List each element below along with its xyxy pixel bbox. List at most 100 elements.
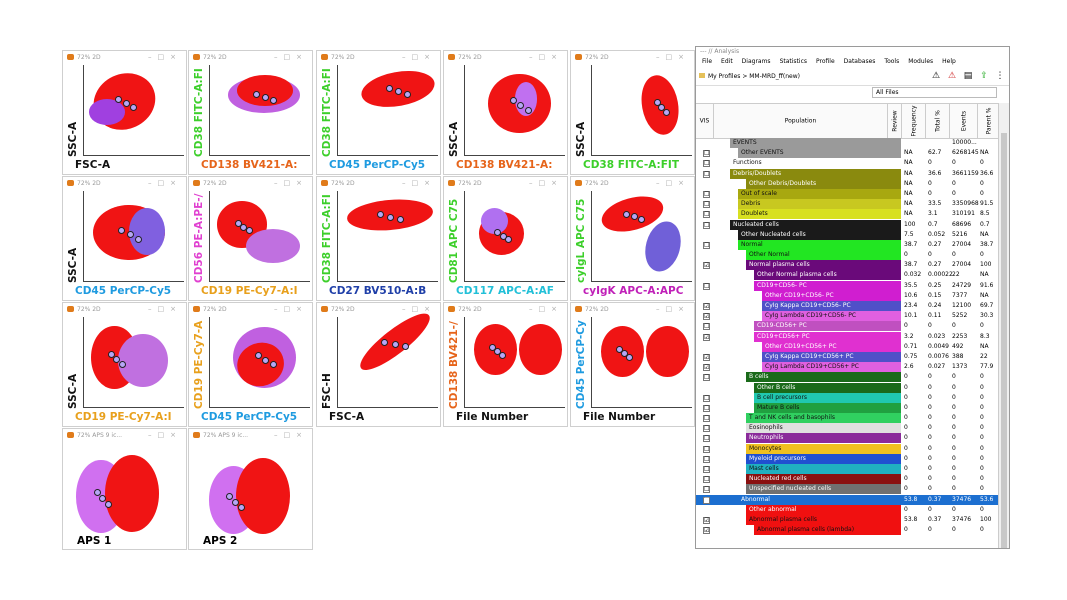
visibility-checkbox[interactable]: ☐ — [703, 201, 710, 209]
review-cell[interactable] — [888, 301, 901, 311]
menu-item[interactable]: File — [702, 58, 713, 65]
population-name[interactable]: Abnormal plasma cells — [746, 514, 888, 525]
visibility-checkbox[interactable]: ☐ — [703, 466, 710, 473]
plot-panel[interactable]: 72% 2D –□× CD45 PerCP-Cy5 SSC-A — [62, 176, 187, 301]
menu-item[interactable]: Help — [942, 58, 956, 65]
review-cell[interactable] — [888, 138, 901, 148]
population-name[interactable]: Normal plasma cells — [746, 260, 888, 271]
plot-panel[interactable]: 72% 2D –□× CD45 PerCP-Cy5 CD38 FITC-A:FI — [316, 50, 441, 175]
plot-area[interactable] — [195, 445, 305, 535]
population-name[interactable]: Unspecified nucleated cells — [746, 484, 888, 495]
population-name[interactable]: Other Normal — [746, 250, 888, 261]
visibility-checkbox[interactable]: ☐ — [703, 435, 710, 443]
population-name[interactable]: Other CD19+CD56- PC — [762, 290, 888, 301]
review-cell[interactable] — [888, 413, 901, 424]
review-cell[interactable] — [888, 504, 901, 515]
review-cell[interactable] — [888, 168, 901, 179]
review-cell[interactable] — [888, 148, 901, 159]
plot-area[interactable] — [464, 65, 565, 156]
review-cell[interactable] — [888, 290, 901, 301]
plot-panel[interactable]: 72% 2D –□× CD19 PE-Cy7-A:I CD56 PE-A:PE-/ — [188, 176, 313, 301]
visibility-checkbox[interactable]: ☐ — [703, 190, 710, 198]
table-row[interactable]: ☑ Abnormal 53.8 0.37 37476 53.6 — [696, 494, 999, 505]
review-cell[interactable] — [888, 525, 901, 536]
visibility-checkbox[interactable]: ☐ — [703, 425, 710, 433]
window-controls[interactable]: –□× — [656, 179, 690, 187]
plot-area[interactable] — [83, 62, 184, 156]
population-name[interactable]: Other Debris/Doublets — [746, 178, 888, 189]
table-row[interactable]: ☑ Abnormal plasma cells 53.8 0.37 37476 100 — [696, 514, 999, 525]
population-name[interactable]: Abnormal plasma cells (lambda) — [754, 525, 888, 536]
table-row[interactable]: ☐ Debris NA 33.5 3350968 91.5 — [696, 199, 999, 210]
table-row[interactable]: ☑ CD19+CD56+ PC 3.2 0.023 2253 8.3 — [696, 331, 999, 342]
review-cell[interactable] — [888, 402, 901, 413]
table-row[interactable]: ☐ Mast cells 0 0 0 0 — [696, 464, 999, 474]
table-row[interactable]: Other Nucleated cells 7.5 0.052 5216 NA — [696, 229, 999, 240]
review-cell[interactable] — [888, 514, 901, 525]
plot-area[interactable] — [337, 65, 438, 156]
col-total[interactable]: Total % — [934, 110, 941, 132]
population-name[interactable]: Mast cells — [746, 464, 888, 474]
table-row[interactable]: ☐ Myeloid precursors 0 0 0 0 — [696, 453, 999, 464]
table-row[interactable]: ☐ T and NK cells and basophils 0 0 0 0 — [696, 413, 999, 424]
menu-item[interactable]: Databases — [843, 58, 876, 65]
table-row[interactable]: ☐ Eosinophils 0 0 0 0 — [696, 423, 999, 434]
table-row[interactable]: ☑ CyIg Kappa CD19+CD56- PC 23.4 0.24 12100 69… — [696, 301, 999, 311]
population-name[interactable]: Other Nucleated cells — [738, 229, 888, 240]
population-name[interactable]: EVENTS — [730, 138, 888, 148]
plot-panel[interactable]: 72% 2D –□× FSC-A FSC-H — [316, 302, 441, 427]
breadcrumb[interactable]: My Profiles > MM-MRD_ff(new) — [708, 73, 800, 80]
plot-panel[interactable]: 72% 2D –□× CD27 BV510-A:B CD38 FITC-A:FI — [316, 176, 441, 301]
plot-panel[interactable]: 72% 2D –□× CD138 BV421-A: SSC-A — [443, 50, 568, 175]
visibility-checkbox[interactable]: ☑ — [703, 516, 710, 524]
window-controls[interactable]: –□× — [148, 53, 182, 61]
review-cell[interactable] — [888, 199, 901, 210]
review-cell[interactable] — [888, 494, 901, 505]
review-cell[interactable] — [888, 423, 901, 434]
table-row[interactable]: ☐ Other EVENTS NA 62.7 6268145 NA — [696, 148, 999, 159]
table-row[interactable]: Other CD19+CD56+ PC 0.71 0.0049 492 NA — [696, 341, 999, 352]
review-cell[interactable] — [888, 351, 901, 362]
window-controls[interactable]: –□× — [148, 179, 182, 187]
plot-panel[interactable]: 72% 2D –□× FSC-A SSC-A — [62, 50, 187, 175]
plot-area[interactable] — [591, 317, 692, 408]
plot-area[interactable] — [337, 305, 438, 408]
plot-panel[interactable]: 72% 2D –□× File Number CD45 PerCP-Cy — [570, 302, 695, 427]
table-row[interactable]: ☐ Debris/Doublets NA 36.6 3661159 36.6 — [696, 168, 999, 179]
table-row[interactable]: ☐ Normal 38.7 0.27 27004 38.7 — [696, 239, 999, 250]
table-row[interactable]: ☑ Normal plasma cells 38.7 0.27 27004 100 — [696, 260, 999, 271]
review-cell[interactable] — [888, 229, 901, 240]
review-cell[interactable] — [888, 464, 901, 474]
plot-area[interactable] — [69, 445, 179, 533]
population-name[interactable]: Nucleated red cells — [746, 474, 888, 485]
table-row[interactable]: ☐ Mature B cells 0 0 0 0 — [696, 402, 999, 413]
plot-panel[interactable]: 72% APS 9 ic... –□× APS 1 — [62, 428, 187, 550]
window-controls[interactable]: –□× — [402, 305, 436, 313]
table-row[interactable]: ☐ Out of scale NA 0 0 0 — [696, 188, 999, 199]
population-name[interactable]: CyIg Lambda CD19+CD56- PC — [762, 311, 888, 322]
visibility-checkbox[interactable]: ☐ — [703, 150, 710, 158]
window-controls[interactable]: –□× — [656, 53, 690, 61]
population-name[interactable]: CyIg Kappa CD19+CD56- PC — [762, 301, 888, 311]
window-controls[interactable]: –□× — [656, 305, 690, 313]
table-row[interactable]: Other Normal plasma cells 0.032 0.00022 22 N… — [696, 270, 999, 281]
visibility-checkbox[interactable]: ☐ — [703, 394, 710, 402]
review-cell[interactable] — [888, 453, 901, 464]
review-cell[interactable] — [888, 209, 901, 220]
population-name[interactable]: Nucleated cells — [730, 219, 888, 230]
visibility-checkbox[interactable]: ☐ — [703, 455, 710, 463]
population-name[interactable]: B cells — [746, 372, 888, 383]
population-name[interactable]: Abnormal — [738, 494, 888, 505]
window-controls[interactable]: –□× — [274, 179, 308, 187]
population-name[interactable]: Normal — [738, 239, 888, 250]
visibility-checkbox[interactable]: ☑ — [703, 262, 710, 270]
plot-area[interactable] — [209, 65, 310, 156]
plot-area[interactable] — [591, 190, 692, 282]
window-controls[interactable]: –□× — [148, 431, 182, 439]
population-name[interactable]: Other B cells — [754, 382, 888, 393]
visibility-checkbox[interactable]: ☑ — [703, 496, 710, 504]
population-name[interactable]: Myeloid precursors — [746, 453, 888, 464]
table-row[interactable]: Other CD19+CD56- PC 10.6 0.15 7377 NA — [696, 290, 999, 301]
visibility-checkbox[interactable]: ☐ — [703, 241, 710, 249]
visibility-checkbox[interactable]: ☐ — [703, 404, 710, 412]
